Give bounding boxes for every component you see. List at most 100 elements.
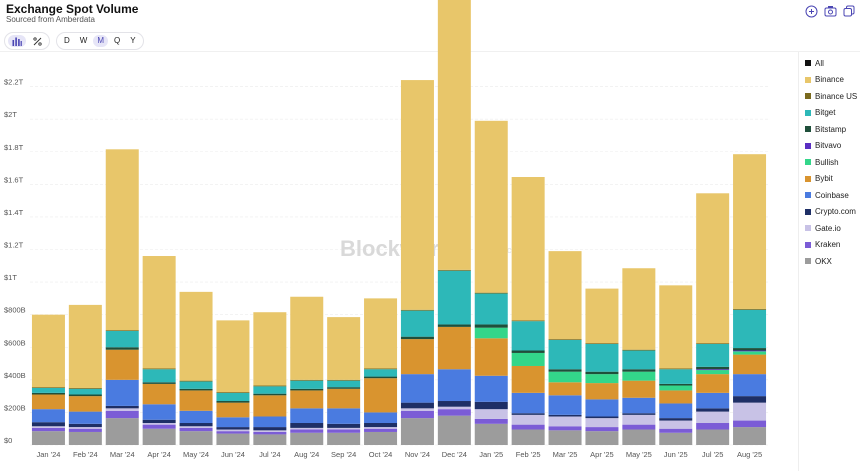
period-button-w[interactable]: W <box>79 36 88 45</box>
bar-segment[interactable] <box>696 369 730 371</box>
legend-item[interactable]: Crypto.com <box>805 204 857 221</box>
bar-segment[interactable] <box>659 368 693 370</box>
bar-segment[interactable] <box>68 396 102 412</box>
bar-segment[interactable] <box>659 285 693 369</box>
bar-segment[interactable] <box>364 378 398 413</box>
bar-segment[interactable] <box>31 409 65 423</box>
bar-segment[interactable] <box>696 370 730 375</box>
bar-segment[interactable] <box>253 312 287 386</box>
bar-segment[interactable] <box>585 416 619 419</box>
legend-item[interactable]: Bullish <box>805 154 857 171</box>
period-button-q[interactable]: Q <box>114 36 121 45</box>
bar-segment[interactable] <box>696 343 730 367</box>
bar-segment[interactable] <box>327 380 361 388</box>
bar-segment[interactable] <box>327 423 361 428</box>
bar-segment[interactable] <box>474 338 508 376</box>
bar-segment[interactable] <box>400 339 434 375</box>
bar-segment[interactable] <box>511 365 545 393</box>
bar-segment[interactable] <box>548 251 582 340</box>
period-button-y[interactable]: Y <box>130 36 136 45</box>
bar-segment[interactable] <box>622 397 656 414</box>
bar-segment[interactable] <box>511 177 545 321</box>
bar-segment[interactable] <box>659 385 693 391</box>
bar-segment[interactable] <box>364 369 398 377</box>
bar-segment[interactable] <box>68 423 102 428</box>
bar-segment[interactable] <box>400 336 434 340</box>
bar-segment[interactable] <box>585 427 619 432</box>
bar-segment[interactable] <box>68 387 102 389</box>
bar-segment[interactable] <box>364 423 398 428</box>
bar-segment[interactable] <box>474 327 508 339</box>
bar-segment[interactable] <box>474 375 508 402</box>
bar-segment[interactable] <box>253 416 287 428</box>
bar-segment[interactable] <box>733 308 767 310</box>
bar-segment[interactable] <box>179 381 213 389</box>
bar-segment[interactable] <box>474 401 508 410</box>
bar-segment[interactable] <box>733 309 767 349</box>
bar-segment[interactable] <box>511 352 545 366</box>
bar-segment[interactable] <box>437 270 471 325</box>
bar-segment[interactable] <box>622 413 656 415</box>
legend-item[interactable]: Bitget <box>805 105 857 122</box>
bar-segment[interactable] <box>68 431 102 445</box>
bar-segment[interactable] <box>548 426 582 431</box>
bar-segment[interactable] <box>179 427 213 432</box>
bar-segment[interactable] <box>400 374 434 403</box>
bar-segment[interactable] <box>327 387 361 389</box>
period-button-d[interactable]: D <box>64 36 70 45</box>
bar-segment[interactable] <box>511 350 545 353</box>
bar-segment[interactable] <box>105 330 139 348</box>
bar-segment[interactable] <box>437 401 471 407</box>
bar-chart-icon[interactable] <box>8 35 26 47</box>
bar-segment[interactable] <box>179 423 213 427</box>
bar-segment[interactable] <box>290 379 324 381</box>
bar-segment[interactable] <box>179 390 213 411</box>
bar-segment[interactable] <box>548 382 582 396</box>
bar-segment[interactable] <box>142 256 176 369</box>
bar-segment[interactable] <box>31 387 65 393</box>
bar-segment[interactable] <box>68 304 102 388</box>
bar-segment[interactable] <box>105 149 139 331</box>
bar-segment[interactable] <box>400 80 434 310</box>
bar-segment[interactable] <box>142 368 176 370</box>
bar-segment[interactable] <box>696 411 730 424</box>
bar-segment[interactable] <box>327 379 361 381</box>
bar-segment[interactable] <box>253 386 287 394</box>
bar-segment[interactable] <box>290 390 324 409</box>
bar-segment[interactable] <box>548 395 582 415</box>
bar-segment[interactable] <box>585 399 619 417</box>
bar-segment[interactable] <box>68 428 102 432</box>
bar-segment[interactable] <box>179 380 213 382</box>
bar-segment[interactable] <box>696 366 730 370</box>
bar-segment[interactable] <box>364 412 398 424</box>
legend-item[interactable]: Bybit <box>805 171 857 188</box>
bar-segment[interactable] <box>400 402 434 409</box>
bar-segment[interactable] <box>253 395 287 417</box>
bar-segment[interactable] <box>511 392 545 414</box>
bar-segment[interactable] <box>31 426 65 428</box>
bar-segment[interactable] <box>327 408 361 424</box>
bar-segment[interactable] <box>364 368 398 370</box>
legend-item[interactable]: Gate.io <box>805 220 857 237</box>
bar-segment[interactable] <box>548 339 582 370</box>
bar-segment[interactable] <box>253 430 287 432</box>
bar-segment[interactable] <box>474 120 508 293</box>
bar-segment[interactable] <box>733 396 767 403</box>
bar-segment[interactable] <box>511 413 545 415</box>
bar-segment[interactable] <box>253 431 287 435</box>
bar-segment[interactable] <box>31 387 65 388</box>
bar-segment[interactable] <box>216 320 250 393</box>
bar-segment[interactable] <box>511 320 545 322</box>
bar-segment[interactable] <box>68 411 102 424</box>
bar-segment[interactable] <box>327 317 361 380</box>
bar-segment[interactable] <box>290 388 324 391</box>
legend-item[interactable]: All <box>805 55 857 72</box>
legend-item[interactable]: Coinbase <box>805 187 857 204</box>
bar-segment[interactable] <box>733 354 767 375</box>
bar-segment[interactable] <box>105 330 139 331</box>
bar-segment[interactable] <box>585 288 619 344</box>
bar-segment[interactable] <box>253 393 287 396</box>
bar-segment[interactable] <box>179 431 213 445</box>
bar-segment[interactable] <box>68 388 102 395</box>
bar-segment[interactable] <box>733 374 767 397</box>
